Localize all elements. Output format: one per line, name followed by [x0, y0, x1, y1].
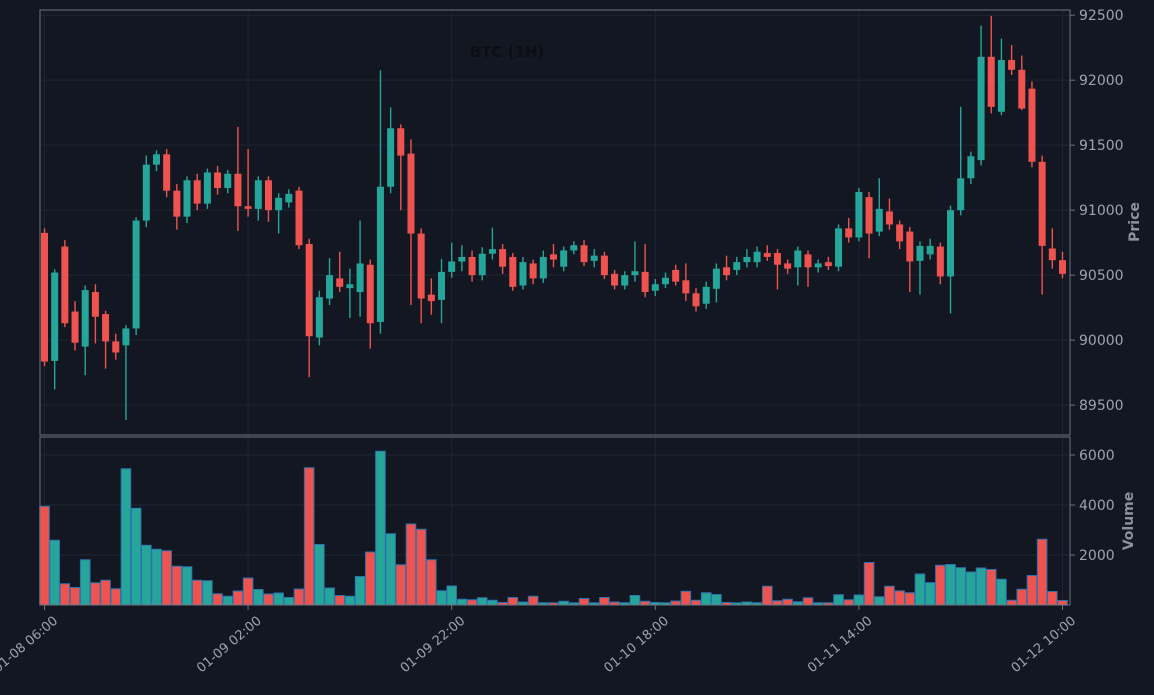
tick-marks	[44, 14, 1075, 610]
svg-text:4000: 4000	[1079, 498, 1115, 514]
volume-axis-label: Volume	[1121, 492, 1137, 551]
axes-spines	[39, 9, 1071, 606]
price-axis-label: Price	[1127, 202, 1143, 242]
price-tick-labels: 89500 90000 90500 91000 91500 92000 92500	[1079, 8, 1124, 414]
svg-text:91500: 91500	[1079, 138, 1124, 154]
svg-text:91000: 91000	[1079, 203, 1124, 219]
svg-text:89500: 89500	[1079, 398, 1124, 414]
svg-text:92000: 92000	[1079, 73, 1124, 89]
chart-title: BTC (1H)	[470, 43, 545, 61]
volume-tick-labels: 2000 4000 6000	[1079, 448, 1115, 564]
svg-text:6000: 6000	[1079, 448, 1115, 464]
svg-text:92500: 92500	[1079, 8, 1124, 24]
svg-text:2000: 2000	[1079, 548, 1115, 564]
candlesticks	[41, 15, 1066, 421]
svg-text:90000: 90000	[1079, 333, 1124, 349]
volume-bars	[39, 450, 1068, 606]
svg-text:90500: 90500	[1079, 268, 1124, 284]
